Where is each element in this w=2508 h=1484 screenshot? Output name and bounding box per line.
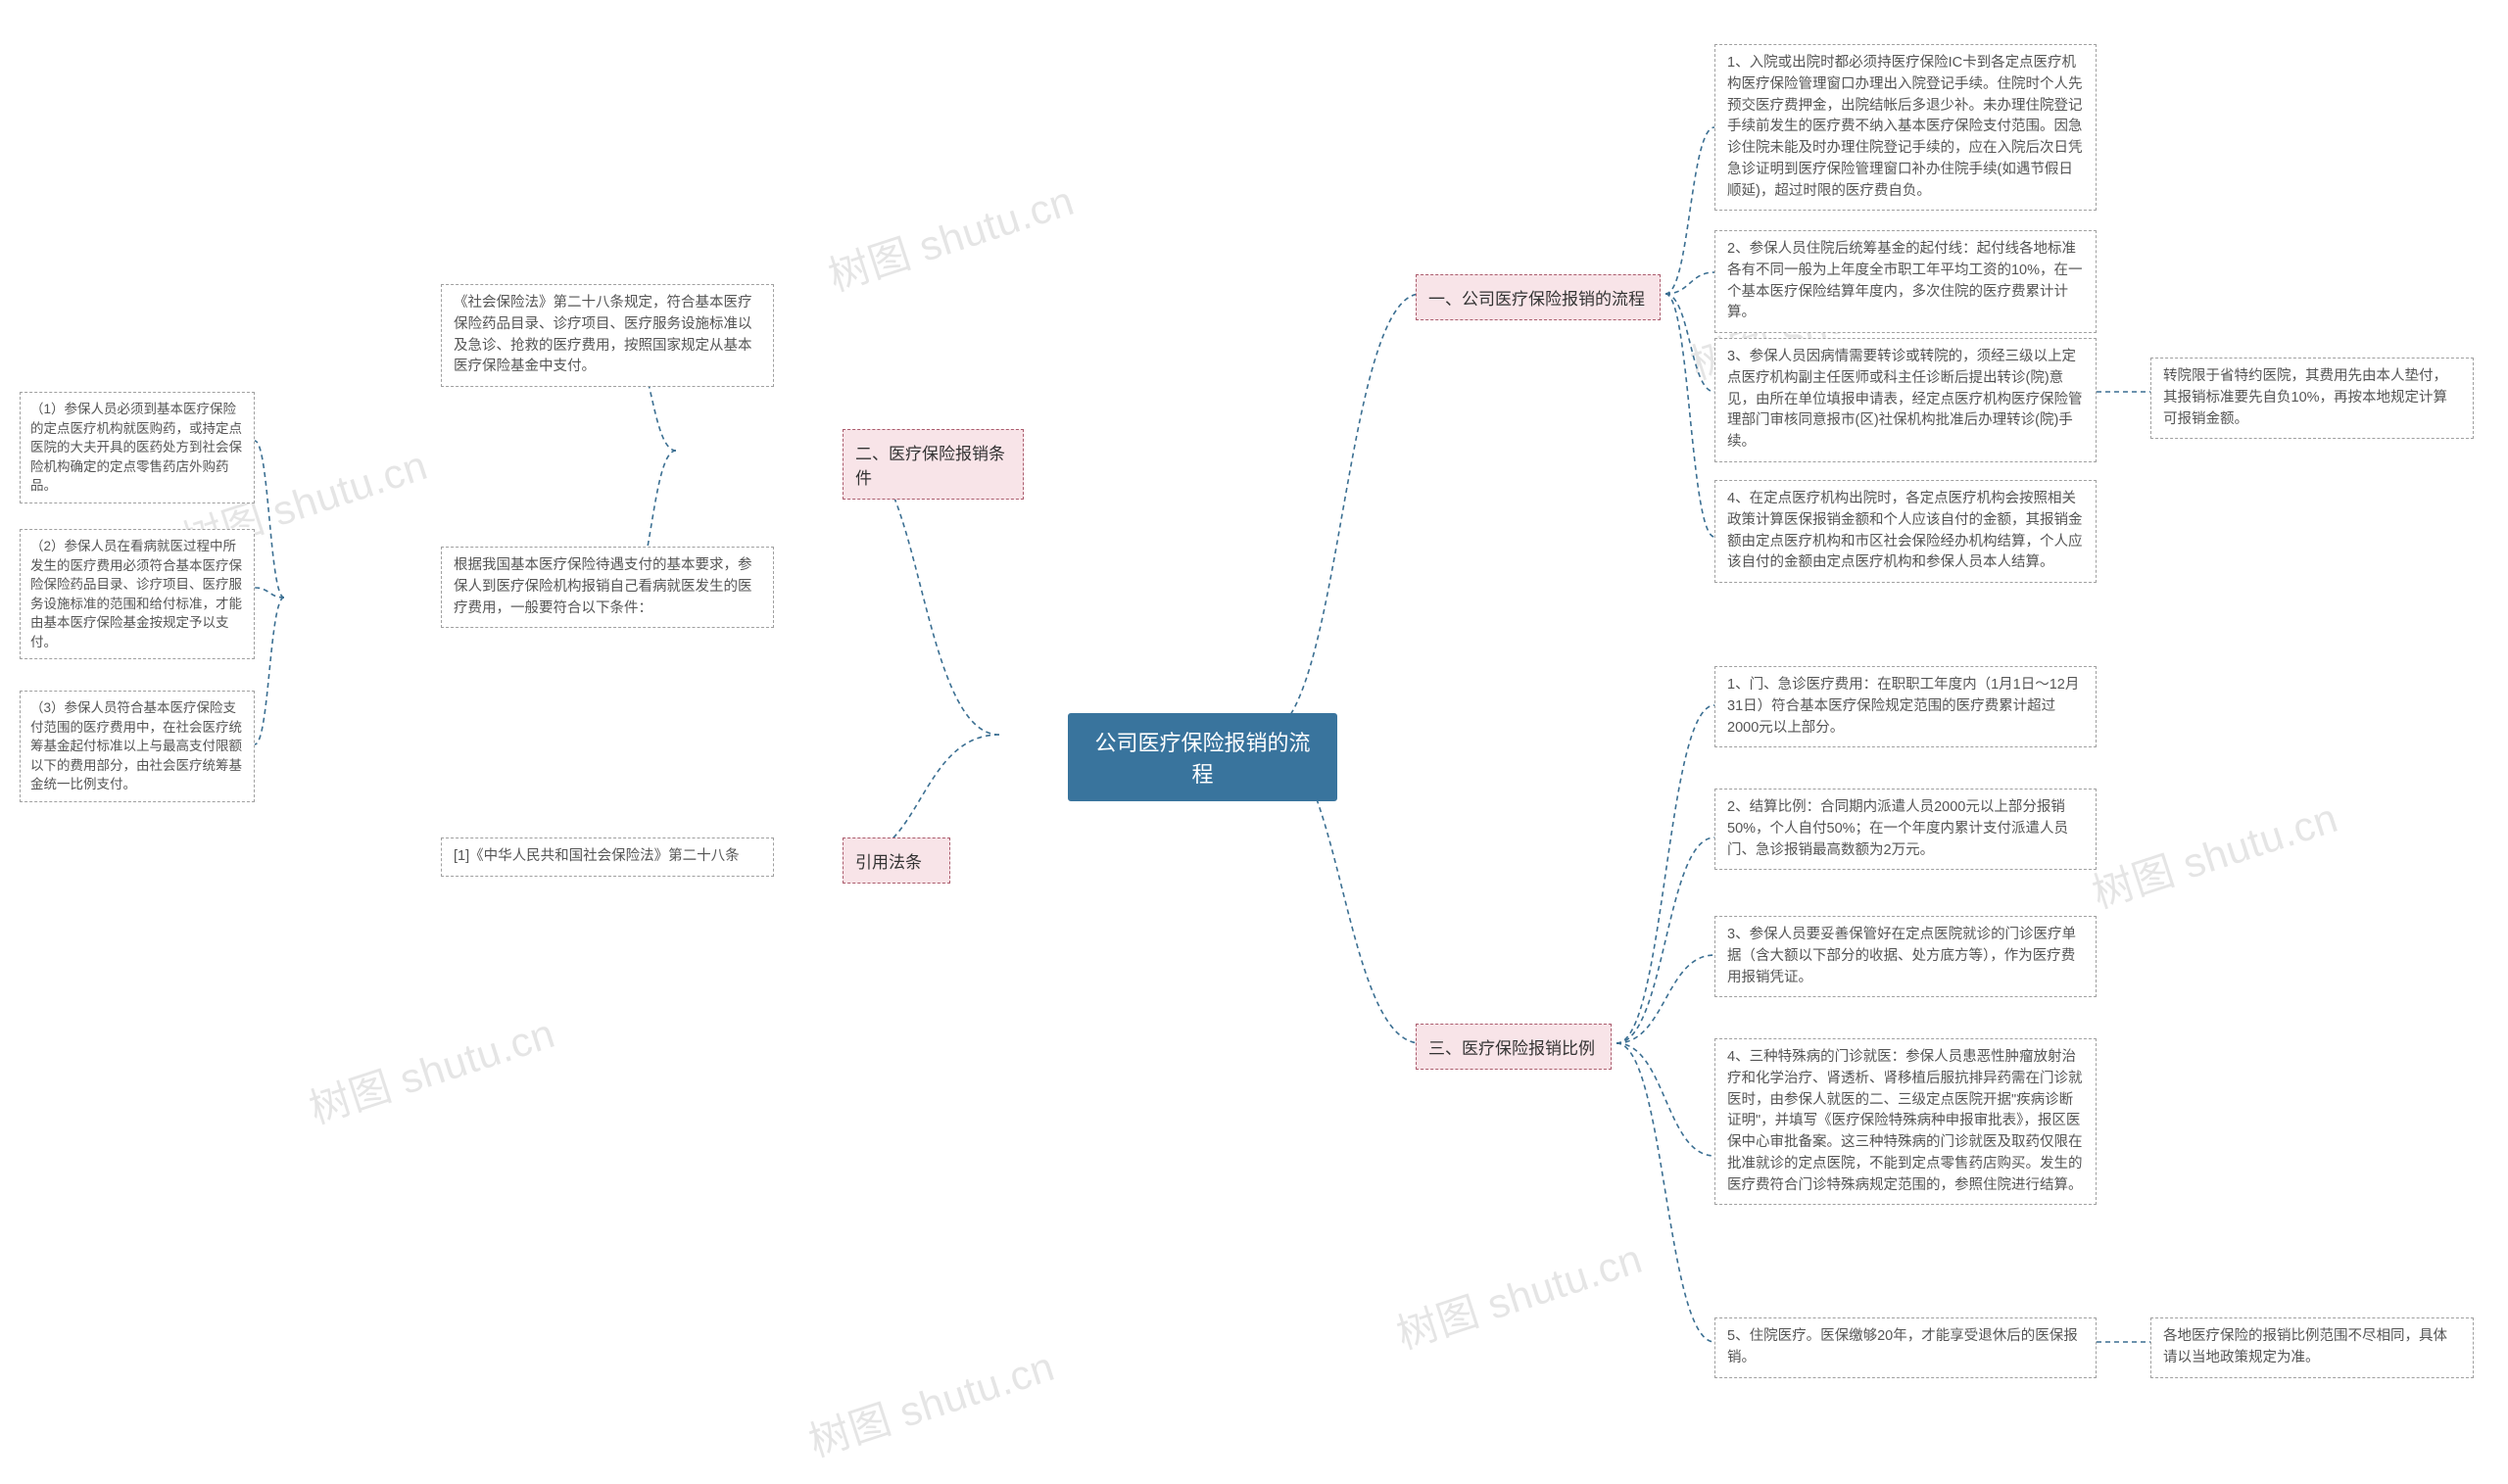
leaf-b2-2: 根据我国基本医疗保险待遇支付的基本要求，参保人到医疗保险机构报销自己看病就医发生… bbox=[441, 547, 774, 628]
watermark: 树图 shutu.cn bbox=[1388, 1225, 1649, 1361]
leaf-b3-1: 1、门、急诊医疗费用：在职职工年度内（1月1日～12月31日）符合基本医疗保险规… bbox=[1714, 666, 2097, 747]
leaf-b1-3: 3、参保人员因病情需要转诊或转院的，须经三级以上定点医疗机构副主任医师或科主任诊… bbox=[1714, 338, 2097, 462]
watermark: 树图 shutu.cn bbox=[2084, 785, 2344, 920]
root-node[interactable]: 公司医疗保险报销的流程 bbox=[1068, 713, 1337, 801]
branch-4[interactable]: 引用法条 bbox=[843, 838, 950, 884]
branch-2[interactable]: 二、医疗保险报销条件 bbox=[843, 429, 1024, 500]
branch-3[interactable]: 三、医疗保险报销比例 bbox=[1416, 1024, 1612, 1070]
leaf-b2-1: 《社会保险法》第二十八条规定，符合基本医疗保险药品目录、诊疗项目、医疗服务设施标… bbox=[441, 284, 774, 387]
leaf-b3-3: 3、参保人员要妥善保管好在定点医院就诊的门诊医疗单据（含大额以下部分的收据、处方… bbox=[1714, 916, 2097, 997]
leaf-b3-4: 4、三种特殊病的门诊就医：参保人员患恶性肿瘤放射治疗和化学治疗、肾透析、肾移植后… bbox=[1714, 1038, 2097, 1205]
watermark: 树图 shutu.cn bbox=[301, 1000, 561, 1135]
branch-1[interactable]: 一、公司医疗保险报销的流程 bbox=[1416, 274, 1661, 320]
leaf-b2-2a: （1）参保人员必须到基本医疗保险的定点医疗机构就医购药，或持定点医院的大夫开具的… bbox=[20, 392, 255, 503]
leaf-b4-1: [1]《中华人民共和国社会保险法》第二十八条 bbox=[441, 838, 774, 877]
leaf-b1-1: 1、入院或出院时都必须持医疗保险IC卡到各定点医疗机构医疗保险管理窗口办理出入院… bbox=[1714, 44, 2097, 211]
leaf-b3-2: 2、结算比例：合同期内派遣人员2000元以上部分报销50%，个人自付50%；在一… bbox=[1714, 789, 2097, 870]
watermark: 树图 shutu.cn bbox=[820, 168, 1081, 303]
leaf-b1-3a: 转院限于省特约医院，其费用先由本人垫付，其报销标准要先自负10%，再按本地规定计… bbox=[2150, 358, 2474, 439]
leaf-b3-5a: 各地医疗保险的报销比例范围不尽相同，具体请以当地政策规定为准。 bbox=[2150, 1317, 2474, 1378]
leaf-b2-2b: （2）参保人员在看病就医过程中所发生的医疗费用必须符合基本医疗保险保险药品目录、… bbox=[20, 529, 255, 659]
leaf-b2-2c: （3）参保人员符合基本医疗保险支付范围的医疗费用中，在社会医疗统筹基金起付标准以… bbox=[20, 691, 255, 802]
leaf-b3-5: 5、住院医疗。医保缴够20年，才能享受退休后的医保报销。 bbox=[1714, 1317, 2097, 1378]
leaf-b1-4: 4、在定点医疗机构出院时，各定点医疗机构会按照相关政策计算医保报销金额和个人应该… bbox=[1714, 480, 2097, 583]
leaf-b1-2: 2、参保人员住院后统筹基金的起付线：起付线各地标准各有不同一般为上年度全市职工年… bbox=[1714, 230, 2097, 333]
watermark: 树图 shutu.cn bbox=[800, 1333, 1061, 1468]
